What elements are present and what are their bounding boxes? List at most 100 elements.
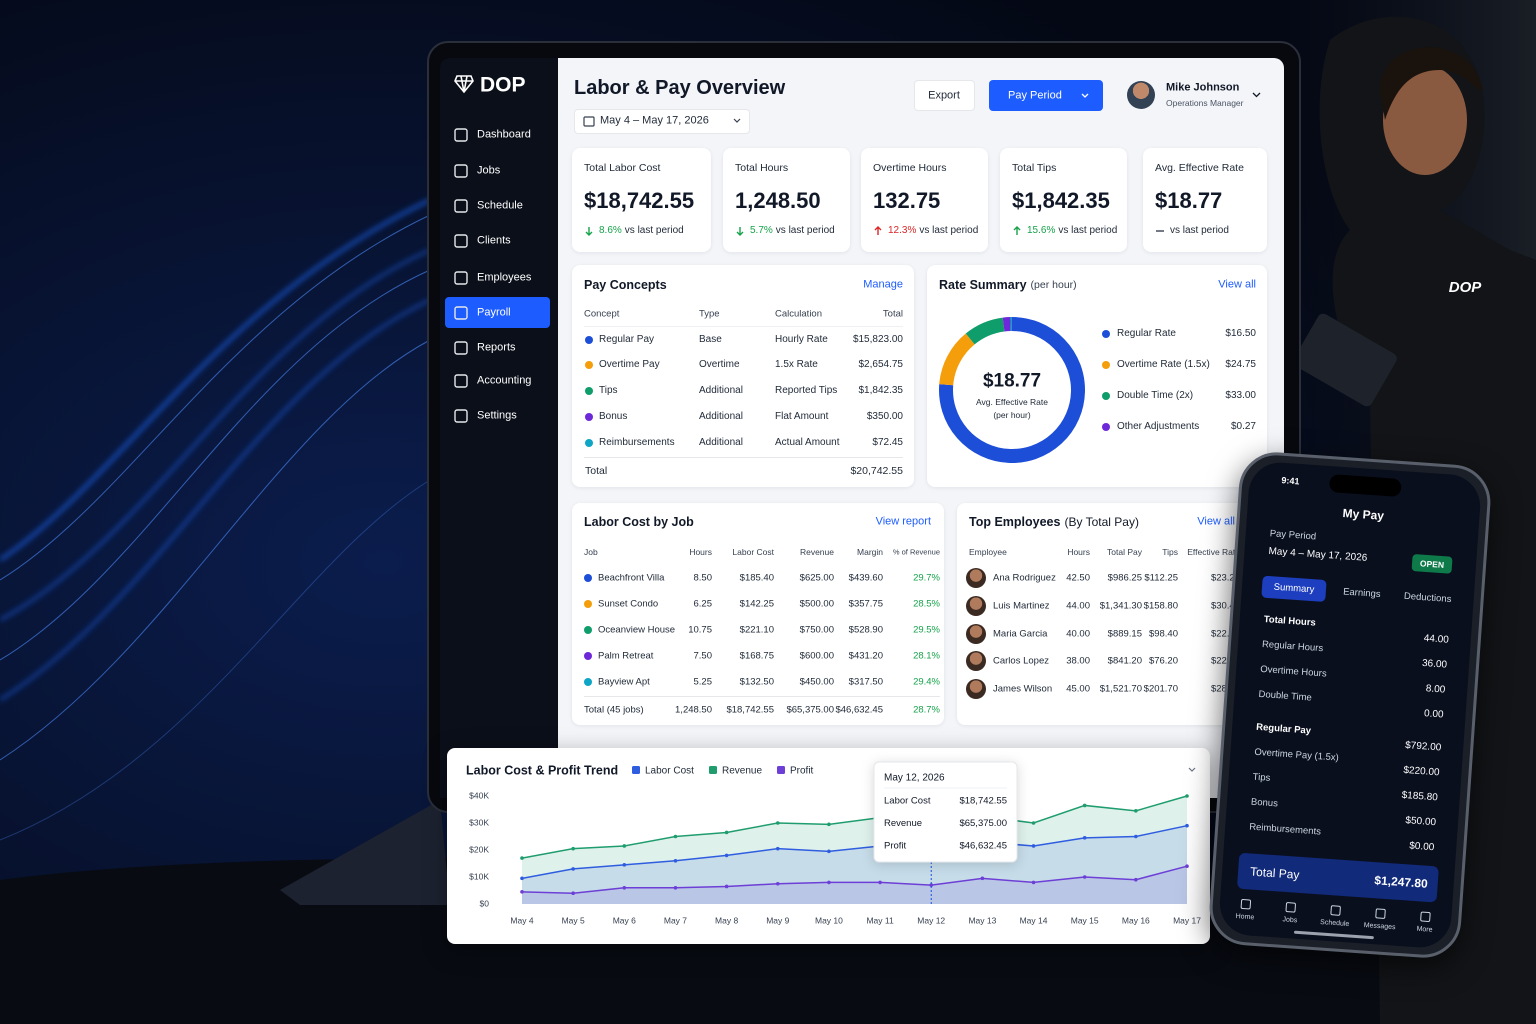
cell: $500.00 <box>799 598 834 610</box>
nav-item[interactable]: Schedule <box>477 199 523 212</box>
chart-title: Labor Cost & Profit Trend <box>466 763 618 777</box>
column-header: Concept <box>584 308 620 320</box>
legend-dot <box>584 678 592 686</box>
line <box>521 824 1188 880</box>
card-title: Labor Cost by Job <box>584 514 694 529</box>
trend-icon <box>585 227 593 236</box>
nav-icon <box>454 306 468 320</box>
card-action[interactable]: View all <box>1197 515 1235 528</box>
phone-nav[interactable]: Home <box>1235 913 1255 922</box>
nav-item[interactable]: Reports <box>477 341 516 354</box>
cell: 10.75 <box>688 624 712 636</box>
cell: 42.50 <box>1066 572 1090 584</box>
pay-period-label[interactable]: Pay Period <box>1008 89 1062 102</box>
hours-value: 8.00 <box>1425 683 1446 696</box>
column-header: Tips <box>1162 546 1178 557</box>
cell: 29.4% <box>913 676 940 688</box>
kpi-value: $18.77 <box>1155 188 1223 213</box>
point <box>520 890 524 894</box>
cell: Flat Amount <box>775 411 829 422</box>
tooltip-value: $18,742.55 <box>959 796 1007 807</box>
icon <box>454 306 468 320</box>
pay-label: Regular Pay <box>1255 721 1312 737</box>
cell: Sunset Condo <box>598 598 659 610</box>
nav-item[interactable]: Employees <box>477 271 532 284</box>
avatar <box>966 568 986 588</box>
nav-item[interactable]: Dashboard <box>477 128 531 141</box>
nav-icon <box>454 164 468 178</box>
cell: $221.10 <box>739 624 774 636</box>
point <box>673 859 678 863</box>
phone-nav[interactable]: Jobs <box>1282 916 1298 925</box>
cell: Reimbursements <box>599 437 675 448</box>
card-title: Rate Summary <box>939 277 1027 292</box>
point <box>1082 803 1087 808</box>
cell: $30.48 <box>1210 600 1240 612</box>
cell: Carlos Lopez <box>993 655 1049 667</box>
nav-icon <box>1420 911 1431 923</box>
cell: Regular Pay <box>599 334 655 345</box>
card-action[interactable]: Manage <box>863 278 903 291</box>
trend-icon <box>736 227 744 236</box>
nav-item[interactable]: Clients <box>477 234 511 247</box>
period: May 4 – May 17, 2026 <box>1268 545 1368 564</box>
legend-value: $16.50 <box>1225 328 1256 339</box>
cell: 28.5% <box>913 598 940 610</box>
avatar <box>966 679 986 699</box>
cell: Hourly Rate <box>775 334 828 345</box>
pay-label: Tips <box>1252 771 1271 784</box>
cell: 1.5x Rate <box>775 359 818 370</box>
icon <box>454 409 468 423</box>
card-action[interactable]: View report <box>875 515 931 528</box>
donut-segment <box>965 317 1005 345</box>
export-button[interactable] <box>914 80 975 111</box>
avatar <box>966 624 986 644</box>
nav-item[interactable]: Accounting <box>477 374 532 387</box>
cell: $439.60 <box>848 572 883 584</box>
kpi-label: Total Tips <box>1012 161 1057 174</box>
icon <box>454 199 468 213</box>
cell: 29.5% <box>913 624 940 636</box>
kpi-value: 1,248.50 <box>735 188 821 213</box>
nav-item[interactable]: Jobs <box>477 164 501 177</box>
phone-nav[interactable]: Messages <box>1363 922 1396 932</box>
column-header: Job <box>584 546 598 557</box>
kpi-note: vs last period <box>1058 225 1118 236</box>
pay-label: Bonus <box>1250 796 1279 810</box>
legend-dot <box>1102 392 1110 400</box>
cell: $142.25 <box>739 598 774 610</box>
nav-item[interactable]: Payroll <box>477 306 511 319</box>
date-picker[interactable] <box>574 109 750 134</box>
cell: $185.40 <box>739 572 774 584</box>
tab[interactable]: Summary <box>1273 581 1315 596</box>
logo-icon <box>454 75 474 94</box>
point <box>980 876 985 881</box>
tab[interactable]: Earnings <box>1342 586 1381 601</box>
export-label[interactable]: Export <box>928 89 960 102</box>
column-header: Total <box>882 308 903 320</box>
pay-value: $50.00 <box>1405 815 1437 829</box>
phone-nav[interactable]: More <box>1416 925 1433 934</box>
y-tick-label: $0 <box>480 898 490 908</box>
legend-dot <box>584 652 592 660</box>
kpi-change: 12.3% <box>888 225 917 236</box>
donut-segment <box>939 333 975 386</box>
trend-icon <box>874 226 882 235</box>
tab[interactable]: Deductions <box>1403 590 1452 606</box>
card-action[interactable]: View all <box>1218 278 1256 291</box>
cell: 44.00 <box>1066 600 1090 612</box>
point <box>775 821 780 825</box>
legend-dot <box>584 574 592 582</box>
nav-item[interactable]: Settings <box>477 409 517 422</box>
kpi-note: vs last period <box>1170 225 1229 236</box>
card-title: Top Employees <box>969 514 1061 529</box>
icon <box>454 164 468 178</box>
point <box>520 856 524 860</box>
legend-name: Overtime Rate (1.5x) <box>1117 359 1210 370</box>
kpi-card <box>1000 148 1127 252</box>
legend-value: $0.27 <box>1230 421 1256 432</box>
phone-nav[interactable]: Schedule <box>1319 918 1350 928</box>
point <box>1082 836 1087 840</box>
divider <box>584 696 940 697</box>
total-cell: $46,632.45 <box>835 704 883 716</box>
